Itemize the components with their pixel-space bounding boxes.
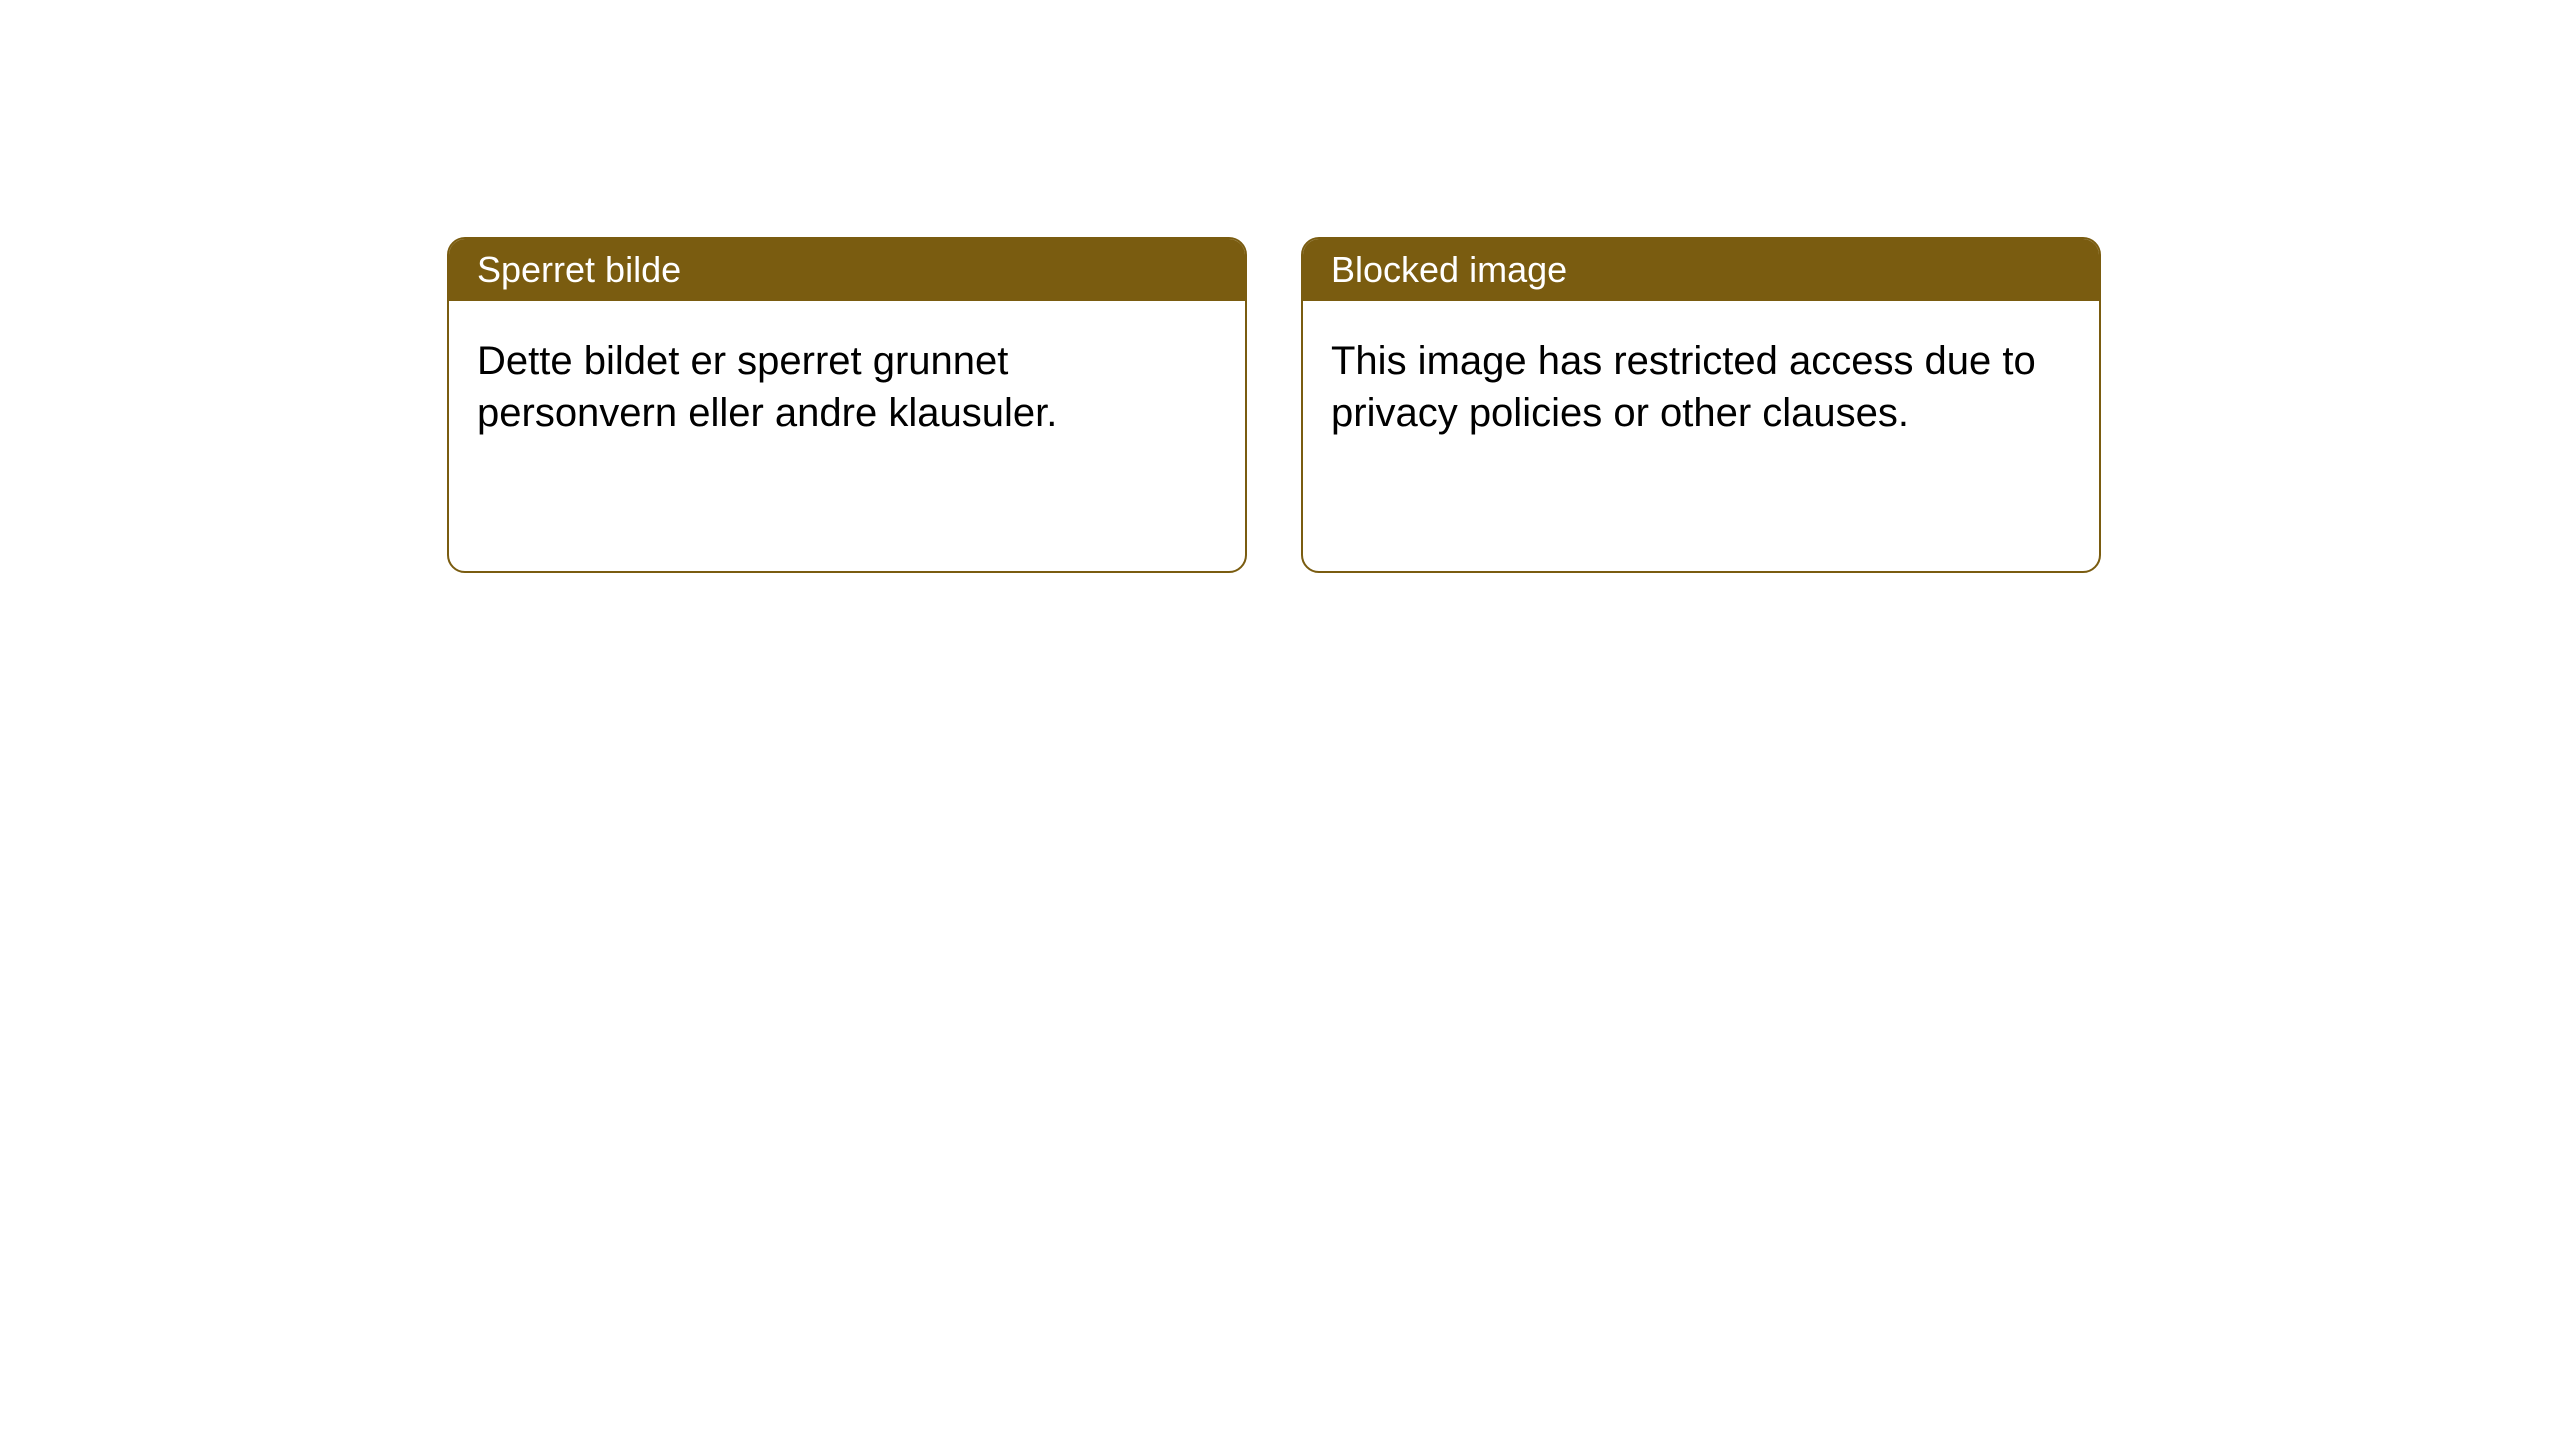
blocked-image-card-english: Blocked image This image has restricted … xyxy=(1301,237,2101,573)
card-header-english: Blocked image xyxy=(1303,239,2099,301)
blocked-image-notice-container: Sperret bilde Dette bildet er sperret gr… xyxy=(447,237,2101,573)
card-body-norwegian: Dette bildet er sperret grunnet personve… xyxy=(449,301,1245,473)
card-body-english: This image has restricted access due to … xyxy=(1303,301,2099,473)
blocked-image-card-norwegian: Sperret bilde Dette bildet er sperret gr… xyxy=(447,237,1247,573)
card-header-norwegian: Sperret bilde xyxy=(449,239,1245,301)
